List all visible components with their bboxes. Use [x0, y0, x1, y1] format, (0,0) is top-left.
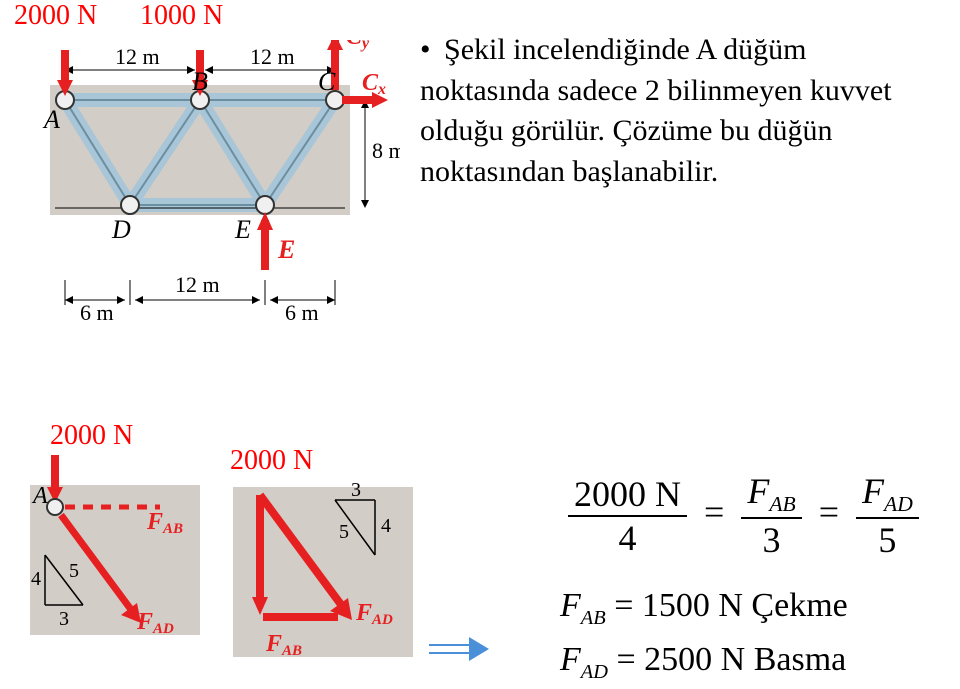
label-e-react: E: [277, 235, 295, 264]
dim-6m-b: 6 m: [285, 300, 319, 325]
proportion-equation: 2000 N 4 = FAB 3 = FAD 5: [560, 470, 927, 561]
dim-6m-a: 6 m: [80, 300, 114, 325]
dim-side: 8 m: [361, 100, 400, 208]
dim-12m-a: 12 m: [115, 44, 160, 69]
fbd-a-label: A: [31, 483, 48, 509]
tri2-4: 4: [381, 515, 391, 537]
fbd-node-a: A FAB FAD 4 5 3: [25, 445, 215, 650]
force-2000n-top: 2000 N: [14, 0, 97, 32]
dim-12m-c: 12 m: [175, 272, 220, 297]
force-2000n-lower2: 2000 N: [230, 445, 313, 477]
node-b: B: [192, 67, 208, 96]
page-root: 2000 N 1000 N • Şekil incelendiğinde A d…: [0, 0, 960, 689]
implies-arrow-icon: [425, 635, 495, 663]
results-block: FAB = 1500 N Çekme FAD = 2500 N Basma: [560, 580, 848, 689]
frac-fad-5: FAD 5: [856, 470, 919, 561]
dim-12m-b: 12 m: [250, 44, 295, 69]
dim-bottom: 6 m 12 m 6 m: [65, 272, 335, 325]
frac-den2: 3: [741, 519, 801, 561]
frac-num2: FAB: [741, 470, 801, 519]
tri1-5: 5: [69, 560, 79, 582]
label-cy: Cy: [346, 40, 370, 52]
description-content: Şekil incelendiğinde A düğüm noktasında …: [420, 33, 892, 188]
frac-num1: 2000 N: [568, 473, 687, 517]
tri1-4: 4: [31, 568, 41, 590]
label-cx: Cx: [362, 70, 386, 98]
node-d: D: [111, 215, 131, 244]
tri1-3: 3: [59, 608, 69, 630]
force-triangle: FAD FAB 3 4 5: [230, 475, 420, 675]
truss-diagram: 12 m 12 m 8 m: [40, 40, 400, 340]
frac-den3: 5: [856, 519, 919, 561]
equals-2: =: [819, 492, 839, 532]
equals-1: =: [704, 492, 724, 532]
frac-num3: FAD: [856, 470, 919, 519]
result-fab: FAB = 1500 N Çekme: [560, 580, 848, 634]
force-1000n-top: 1000 N: [140, 0, 223, 32]
node-c: C: [318, 67, 336, 96]
tri2-5: 5: [339, 521, 349, 543]
bullet-dot: •: [420, 30, 431, 71]
node-a: A: [42, 105, 60, 134]
dim-8m: 8 m: [372, 138, 400, 163]
frac-2000-4: 2000 N 4: [568, 473, 687, 559]
tri2-3: 3: [351, 479, 361, 501]
frac-fab-3: FAB 3: [741, 470, 801, 561]
description-text: • Şekil incelendiğinde A düğüm noktasınd…: [420, 30, 940, 192]
result-fad: FAD = 2500 N Basma: [560, 634, 848, 688]
frac-den1: 4: [568, 517, 687, 559]
node-e: E: [234, 215, 251, 244]
